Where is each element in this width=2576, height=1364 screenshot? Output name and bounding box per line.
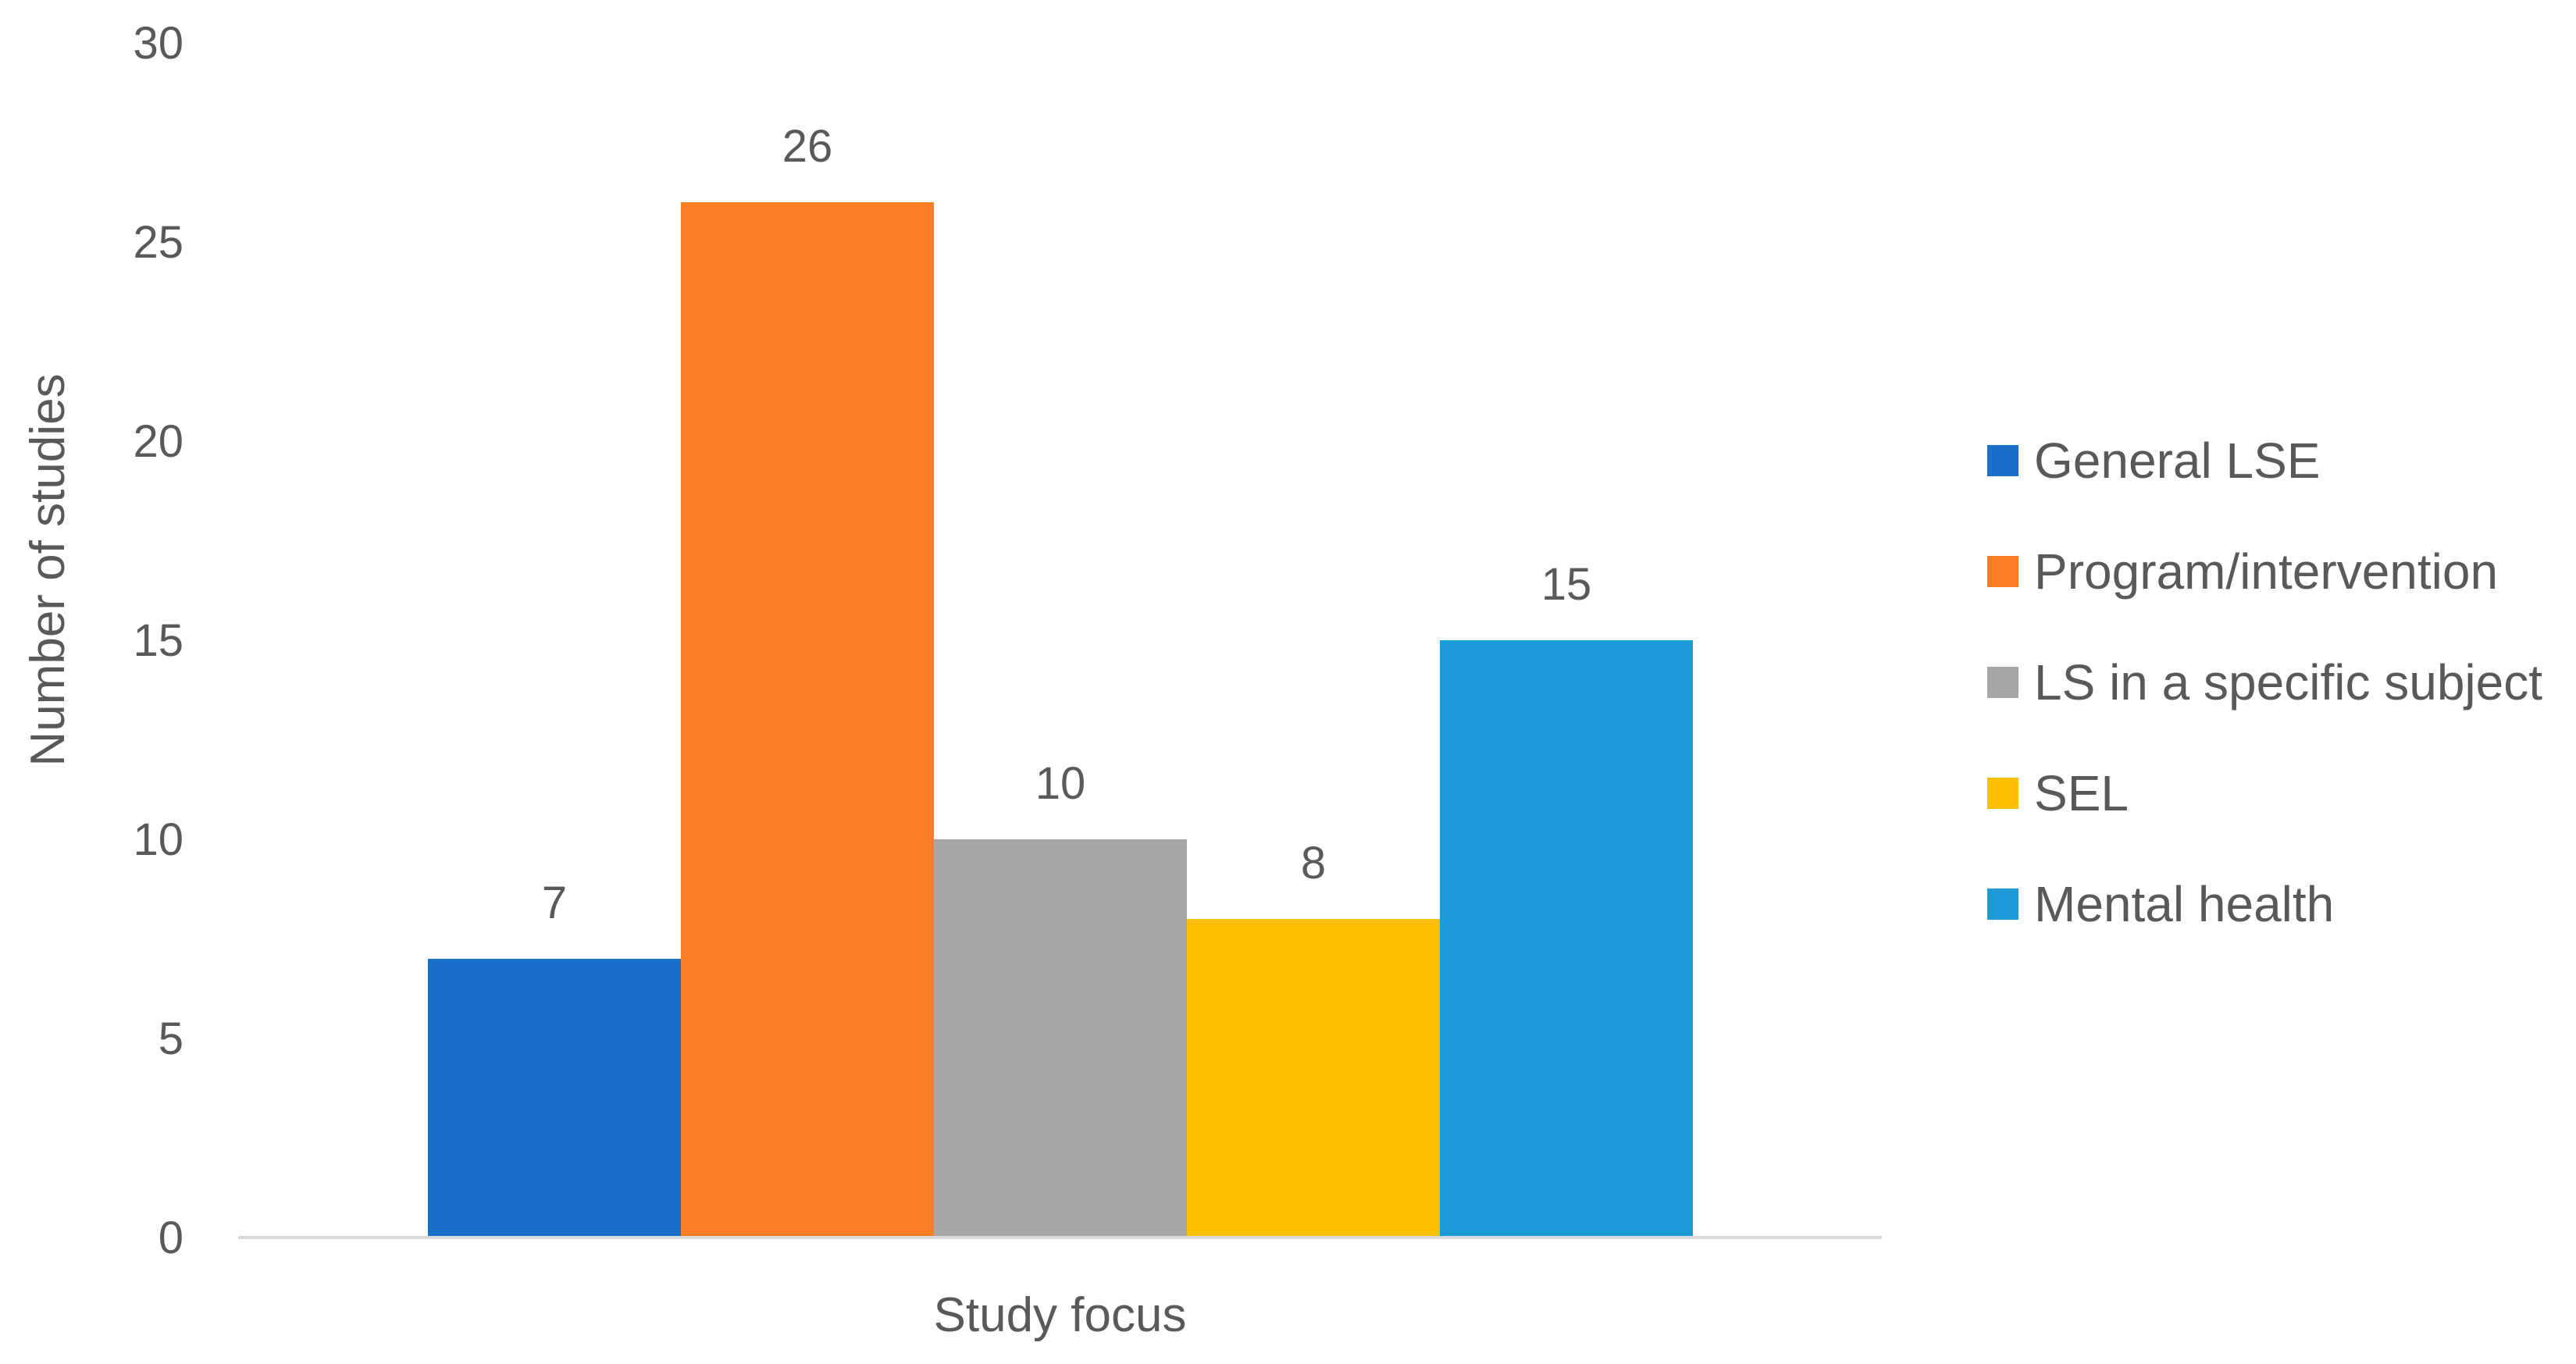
legend-swatch xyxy=(1987,445,2018,476)
bar-data-label: 8 xyxy=(1301,838,1326,889)
y-axis-title: Number of studies xyxy=(21,373,75,766)
legend-swatch xyxy=(1987,667,2018,698)
bar xyxy=(1440,640,1693,1238)
y-tick-label: 0 xyxy=(159,1213,183,1263)
y-tick-label: 10 xyxy=(133,814,183,865)
legend-label: SEL xyxy=(2034,765,2129,821)
data-labels: 7 26 10 8 15 xyxy=(542,121,1591,928)
y-tick-label: 5 xyxy=(159,1013,183,1064)
legend-label: LS in a specific subject xyxy=(2034,654,2542,710)
legend-label: Mental health xyxy=(2034,876,2334,932)
bar-data-label: 15 xyxy=(1541,559,1592,610)
legend-label: Program/intervention xyxy=(2034,543,2498,600)
y-tick-label: 20 xyxy=(133,416,183,467)
bars xyxy=(428,202,1693,1238)
bar xyxy=(1187,919,1440,1238)
legend-swatch xyxy=(1987,556,2018,587)
y-tick-label: 15 xyxy=(133,615,183,666)
legend-swatch xyxy=(1987,889,2018,920)
bar xyxy=(681,202,934,1238)
bar xyxy=(934,839,1187,1238)
y-axis-ticks: 0 5 10 15 20 25 30 xyxy=(133,18,183,1263)
legend-label: General LSE xyxy=(2034,433,2320,489)
legend-swatch xyxy=(1987,778,2018,809)
x-axis-title: Study focus xyxy=(934,1288,1187,1342)
bar xyxy=(428,959,681,1238)
y-tick-label: 30 xyxy=(133,18,183,69)
y-tick-label: 25 xyxy=(133,217,183,268)
legend: General LSE Program/intervention LS in a s… xyxy=(1987,433,2542,932)
bar-data-label: 7 xyxy=(542,878,567,928)
bar-data-label: 10 xyxy=(1035,758,1086,809)
bar-data-label: 26 xyxy=(782,121,833,172)
